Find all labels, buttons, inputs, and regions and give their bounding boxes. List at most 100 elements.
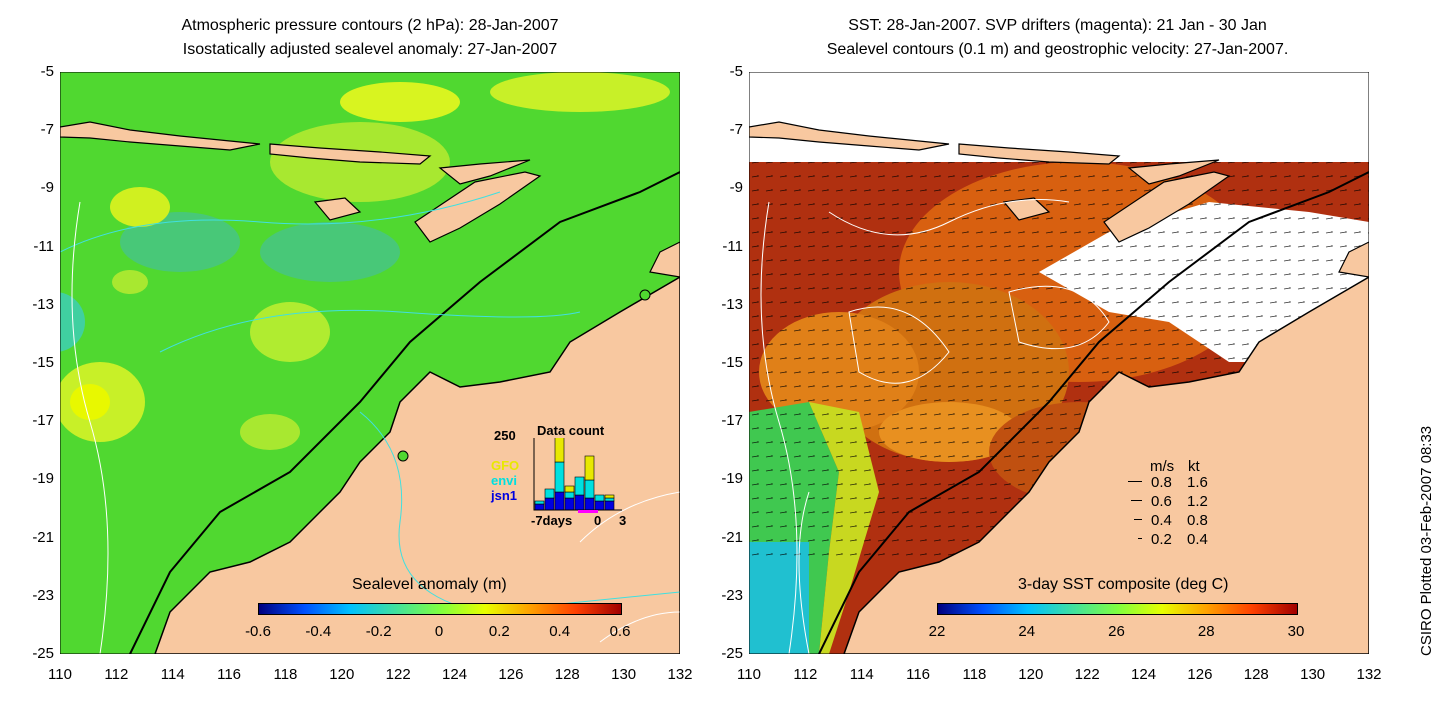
colorbar-tick-label: 0.2 bbox=[488, 623, 510, 640]
histogram-bar-jsn1 bbox=[554, 491, 565, 511]
longitude-tick-label: 114 bbox=[160, 666, 185, 683]
colorbar-tick-label: 22 bbox=[928, 623, 946, 640]
velocity-ms-value: 0.6 bbox=[1151, 493, 1172, 510]
legend-jsn1: jsn1 bbox=[491, 488, 518, 503]
latitude-tick-label: -7 bbox=[40, 121, 54, 139]
longitude-tick-label: 114 bbox=[849, 666, 874, 683]
legend-gfo: GFO bbox=[491, 458, 520, 473]
histogram-bar-envi bbox=[584, 479, 595, 499]
drifter-period-marker bbox=[578, 510, 598, 513]
longitude-tick-label: 116 bbox=[217, 666, 242, 683]
histogram-bar-jsn1 bbox=[604, 500, 615, 511]
latitude-tick-label: -11 bbox=[33, 237, 54, 255]
right-title-line1: SST: 28-Jan-2007. SVP drifters (magenta)… bbox=[848, 17, 1267, 34]
colorbar-tick-label: 0 bbox=[434, 623, 444, 640]
longitude-tick-label: 132 bbox=[667, 666, 693, 683]
longitude-tick-label: 132 bbox=[1356, 666, 1382, 683]
latitude-tick-label: -7 bbox=[729, 121, 743, 139]
longitude-tick-label: 130 bbox=[1300, 666, 1326, 683]
histogram-bar-gfo bbox=[564, 485, 575, 493]
colorbar-tick-label: 28 bbox=[1197, 623, 1215, 640]
latitude-tick-label: -23 bbox=[721, 586, 743, 604]
longitude-tick-label: 122 bbox=[385, 666, 411, 683]
velocity-ms-value: 0.2 bbox=[1151, 531, 1172, 548]
latitude-tick-label: -9 bbox=[40, 179, 54, 197]
latitude-tick-label: -15 bbox=[721, 354, 743, 371]
histogram-bar-envi bbox=[574, 476, 585, 496]
histogram-bar-envi bbox=[604, 497, 615, 502]
latitude-tick-label: -17 bbox=[721, 412, 743, 430]
histogram-bar-envi bbox=[544, 488, 555, 499]
colorbar-tick-label: -0.6 bbox=[245, 623, 271, 640]
longitude-tick-label: 118 bbox=[962, 666, 987, 683]
colorbar-tick-label: 0.4 bbox=[549, 623, 571, 640]
velocity-kt-value: 1.6 bbox=[1187, 474, 1208, 491]
latitude-tick-label: -13 bbox=[721, 295, 743, 313]
inset-x-label-end: 3 bbox=[619, 513, 627, 528]
velocity-header-kt: kt bbox=[1188, 458, 1200, 475]
colorbar-tick-label: 0.6 bbox=[609, 623, 631, 640]
latitude-tick-label: -23 bbox=[32, 586, 54, 604]
right-colorbar-label: 3-day SST composite (deg C) bbox=[1018, 576, 1229, 593]
legend-envi: envi bbox=[491, 473, 518, 488]
histogram-bar-jsn1 bbox=[544, 497, 555, 511]
colorbar-tick-label: 30 bbox=[1287, 623, 1305, 640]
right-title-line2: Sealevel contours (0.1 m) and geostrophi… bbox=[826, 41, 1289, 58]
inset-x-label-start: -7days bbox=[531, 513, 573, 528]
longitude-tick-label: 112 bbox=[793, 666, 818, 683]
histogram-bar-jsn1 bbox=[564, 497, 575, 511]
latitude-tick-label: -13 bbox=[32, 295, 54, 313]
colorbar-tick-label: -0.4 bbox=[305, 623, 332, 640]
sst-map bbox=[749, 72, 1369, 654]
histogram-bar-gfo bbox=[584, 455, 595, 481]
longitude-tick-label: 120 bbox=[329, 666, 355, 683]
velocity-arrow-icon bbox=[1138, 538, 1142, 539]
velocity-header-ms: m/s bbox=[1150, 458, 1175, 475]
velocity-kt-value: 1.2 bbox=[1187, 493, 1208, 510]
longitude-tick-label: 126 bbox=[498, 666, 524, 683]
histogram-bar-jsn1 bbox=[534, 503, 545, 511]
left-title-line1: Atmospheric pressure contours (2 hPa): 2… bbox=[181, 17, 559, 34]
inset-x-label-zero: 0 bbox=[594, 513, 602, 528]
longitude-tick-label: 126 bbox=[1187, 666, 1213, 683]
latitude-tick-label: -17 bbox=[32, 412, 54, 430]
latitude-tick-label: -21 bbox=[32, 528, 54, 546]
histogram-bar-jsn1 bbox=[594, 500, 605, 511]
latitude-tick-label: -5 bbox=[40, 63, 54, 80]
plot-credit: CSIRO Plotted 03-Feb-2007 08:33 bbox=[1418, 425, 1435, 656]
latitude-tick-label: -11 bbox=[722, 237, 743, 255]
longitude-tick-label: 124 bbox=[442, 666, 468, 683]
longitude-tick-label: 110 bbox=[737, 666, 761, 683]
histogram-bar-jsn1 bbox=[584, 497, 595, 511]
left-colorbar-label: Sealevel anomaly (m) bbox=[352, 576, 507, 593]
latitude-tick-label: -21 bbox=[721, 528, 743, 546]
longitude-tick-label: 124 bbox=[1131, 666, 1157, 683]
velocity-ms-value: 0.4 bbox=[1151, 512, 1172, 529]
colorbar-tick-label: -0.2 bbox=[365, 623, 392, 640]
velocity-kt-value: 0.4 bbox=[1187, 531, 1208, 548]
inset-y-label: 250 bbox=[494, 428, 516, 443]
latitude-tick-label: -19 bbox=[32, 470, 54, 488]
latitude-tick-label: -15 bbox=[32, 354, 54, 371]
longitude-tick-label: 128 bbox=[554, 666, 580, 683]
data-count-histogram bbox=[533, 438, 622, 513]
longitude-tick-label: 122 bbox=[1074, 666, 1100, 683]
inset-title: Data count bbox=[537, 423, 605, 438]
left-colorbar bbox=[258, 603, 622, 615]
latitude-tick-label: -25 bbox=[721, 645, 743, 662]
longitude-tick-label: 116 bbox=[906, 666, 931, 683]
right-colorbar bbox=[937, 603, 1298, 615]
longitude-tick-label: 110 bbox=[48, 666, 72, 683]
velocity-ms-value: 0.8 bbox=[1151, 474, 1172, 491]
histogram-bar-gfo bbox=[604, 494, 615, 499]
histogram-bar-envi bbox=[554, 461, 565, 493]
velocity-kt-value: 0.8 bbox=[1187, 512, 1208, 529]
velocity-arrow-icon bbox=[1131, 500, 1142, 501]
longitude-tick-label: 120 bbox=[1018, 666, 1044, 683]
histogram-bar-envi bbox=[564, 491, 575, 499]
longitude-tick-label: 128 bbox=[1243, 666, 1269, 683]
latitude-tick-label: -25 bbox=[32, 645, 54, 662]
histogram-bar-envi bbox=[534, 500, 545, 505]
histogram-bar-gfo bbox=[554, 438, 565, 463]
colorbar-tick-label: 24 bbox=[1018, 623, 1036, 640]
